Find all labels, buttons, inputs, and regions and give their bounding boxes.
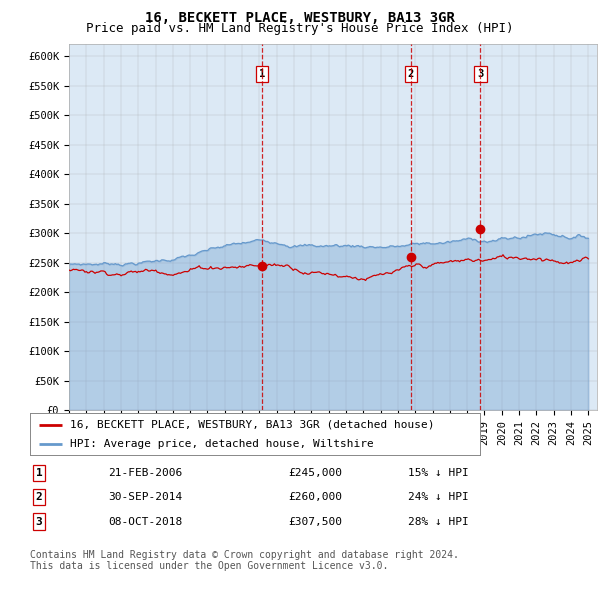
Text: 2: 2 [35,493,43,502]
Text: 3: 3 [35,517,43,526]
Text: 15% ↓ HPI: 15% ↓ HPI [408,468,469,478]
Text: 08-OCT-2018: 08-OCT-2018 [108,517,182,526]
Text: 1: 1 [35,468,43,478]
Text: 16, BECKETT PLACE, WESTBURY, BA13 3GR (detached house): 16, BECKETT PLACE, WESTBURY, BA13 3GR (d… [71,420,435,430]
Text: 30-SEP-2014: 30-SEP-2014 [108,493,182,502]
Text: 16, BECKETT PLACE, WESTBURY, BA13 3GR: 16, BECKETT PLACE, WESTBURY, BA13 3GR [145,11,455,25]
Text: £307,500: £307,500 [288,517,342,526]
Text: 21-FEB-2006: 21-FEB-2006 [108,468,182,478]
Text: 3: 3 [478,69,484,78]
Text: £245,000: £245,000 [288,468,342,478]
Text: Price paid vs. HM Land Registry's House Price Index (HPI): Price paid vs. HM Land Registry's House … [86,22,514,35]
Text: 28% ↓ HPI: 28% ↓ HPI [408,517,469,526]
Text: 2: 2 [408,69,414,78]
Text: 1: 1 [259,69,265,78]
Text: £260,000: £260,000 [288,493,342,502]
Text: 24% ↓ HPI: 24% ↓ HPI [408,493,469,502]
Text: Contains HM Land Registry data © Crown copyright and database right 2024.
This d: Contains HM Land Registry data © Crown c… [30,550,459,572]
Text: HPI: Average price, detached house, Wiltshire: HPI: Average price, detached house, Wilt… [71,440,374,450]
